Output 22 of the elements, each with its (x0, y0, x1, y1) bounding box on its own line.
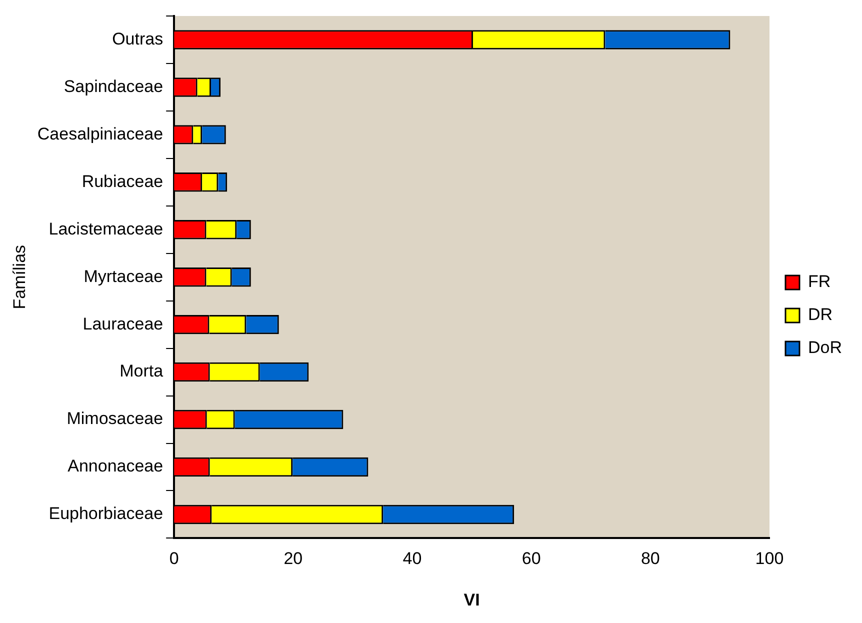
x-tick-label: 0 (169, 549, 179, 568)
y-tick-label: Lacistemaceae (48, 219, 164, 238)
x-tick-label: 40 (402, 549, 422, 568)
x-axis-title: VI (464, 590, 480, 610)
y-tick-label: Lauraceae (82, 314, 164, 334)
legend-label: DoR (808, 338, 842, 358)
x-tick-label: 20 (284, 549, 303, 568)
y-tick-label: Caesalpiniaceae (37, 124, 164, 144)
y-tick-label: Outras (112, 29, 164, 48)
legend-label: DR (808, 305, 833, 324)
legend-label: FR (808, 272, 831, 292)
y-tick-label: Annonaceae (68, 456, 164, 476)
x-tick-label: 60 (522, 549, 541, 568)
y-tick-label: Morta (120, 362, 164, 381)
x-tick-label: 80 (640, 549, 660, 568)
y-axis-title: Famílias (10, 244, 29, 310)
y-tick-label: Mimosaceae (66, 409, 164, 428)
x-tick-label: 100 (755, 549, 784, 568)
y-tick-label: Myrtaceae (84, 266, 164, 286)
y-tick-label: Euphorbiaceae (48, 504, 164, 524)
y-tick-label: Sapindaceae (64, 76, 164, 96)
y-tick-label: Rubiaceae (82, 172, 164, 191)
